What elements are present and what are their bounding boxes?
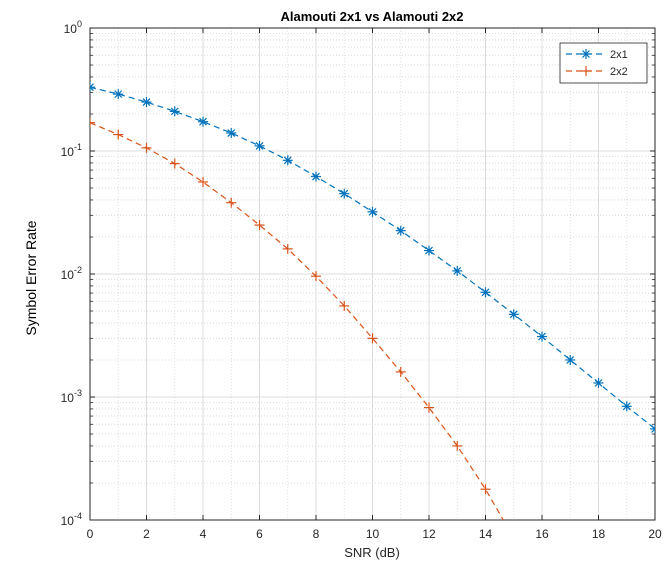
data-point-2x1 (538, 332, 546, 341)
y-axis-label: Symbol Error Rate (23, 220, 39, 335)
data-point-2x1 (453, 266, 462, 275)
x-tick-label: 16 (535, 527, 549, 541)
y-tick-label: 10-2 (61, 265, 82, 282)
series-line-2x2 (90, 122, 504, 520)
data-point-2x1 (651, 425, 655, 430)
data-point-2x1 (199, 117, 207, 126)
x-tick-label: 20 (648, 527, 662, 541)
legend-label-2x1: 2x1 (610, 49, 628, 61)
x-tick-label: 12 (422, 527, 436, 541)
data-point-2x1 (90, 83, 94, 89)
data-point-2x1 (622, 402, 631, 411)
data-point-2x1 (396, 226, 405, 235)
data-point-2x1 (255, 141, 264, 150)
y-tick-label: 100 (64, 19, 82, 36)
data-point-2x1 (340, 189, 349, 198)
legend-box (559, 42, 648, 84)
plot-area: 0 2 4 6 8 10 12 14 16 18 2010010-110-210-310-42x12… (61, 19, 662, 541)
data-point-2x1 (90, 86, 94, 92)
legend-label-2x2: 2x2 (610, 66, 628, 78)
data-point-2x1 (114, 90, 123, 99)
legend-marker-2x1 (582, 50, 590, 58)
data-point-2x1 (594, 379, 603, 387)
x-tick-label: 0 (87, 527, 94, 541)
chart-title: Alamouti 2x1 vs Alamouti 2x2 (280, 9, 463, 24)
x-tick-label: 4 (200, 527, 207, 541)
data-point-2x1 (481, 288, 490, 297)
series-2x2 (90, 117, 504, 520)
data-point-2x1 (312, 172, 320, 181)
data-point-2x1 (142, 98, 151, 106)
y-tick-label: 10-4 (61, 511, 82, 528)
y-tick-label: 10-1 (61, 142, 82, 159)
y-tick-label: 10-3 (61, 388, 82, 405)
data-point-2x1 (651, 428, 655, 433)
data-point-2x1 (368, 207, 377, 216)
x-tick-label: 14 (479, 527, 493, 541)
x-tick-label: 6 (256, 527, 263, 541)
data-point-2x1 (283, 156, 292, 165)
data-point-2x1 (227, 129, 236, 137)
data-point-2x1 (509, 310, 518, 319)
x-tick-label: 18 (592, 527, 606, 541)
data-point-2x1 (566, 356, 575, 364)
data-point-2x1 (425, 246, 433, 255)
data-point-2x1 (170, 107, 179, 116)
x-tick-label: 8 (313, 527, 320, 541)
x-tick-label: 10 (366, 527, 380, 541)
x-axis-label: SNR (dB) (344, 545, 400, 560)
x-tick-label: 2 (143, 527, 150, 541)
series-2x1 (90, 82, 655, 434)
